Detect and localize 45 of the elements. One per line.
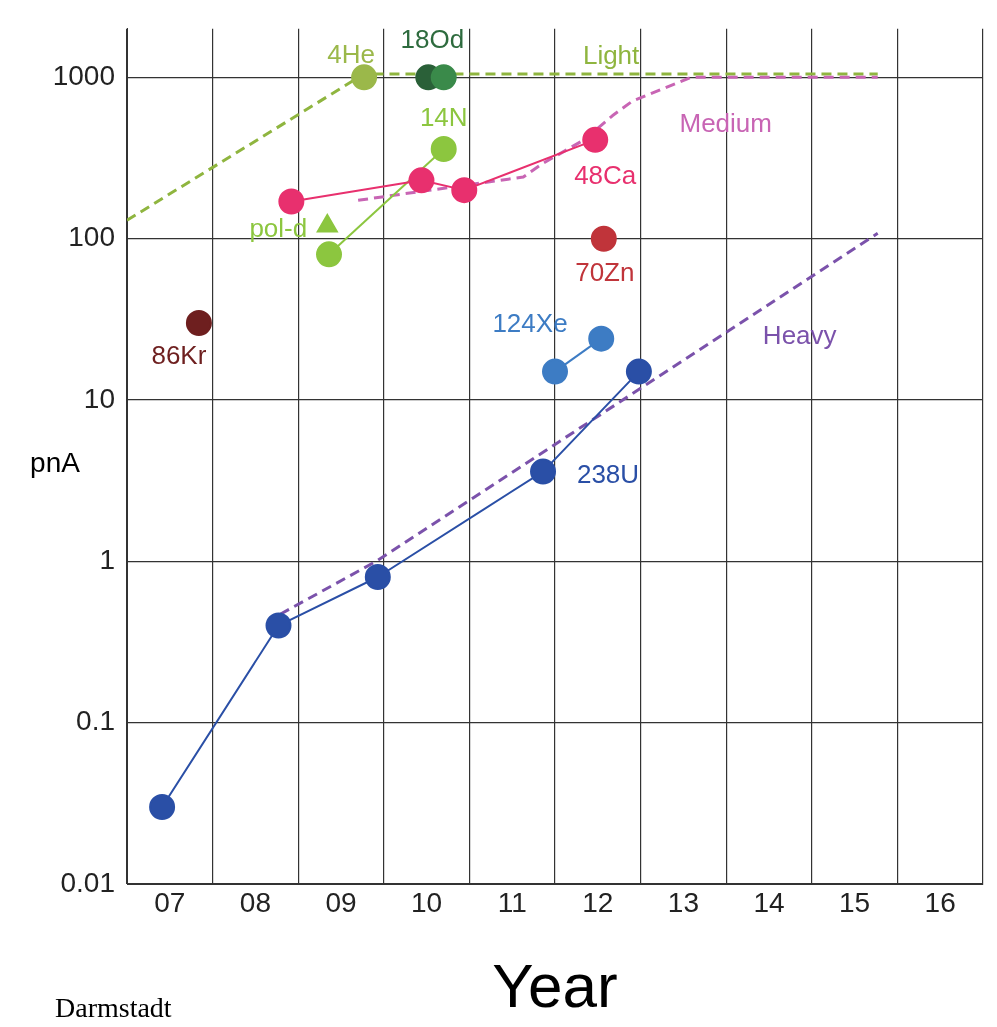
y-tick-label: 0.01 (60, 866, 115, 898)
point (430, 135, 457, 162)
point (582, 126, 609, 153)
point (588, 325, 615, 352)
series-label: 238U (576, 458, 640, 489)
line-series (356, 75, 880, 202)
y-tick-label: 10 (83, 382, 115, 414)
point (278, 188, 305, 215)
x-tick-label: 12 (582, 886, 614, 918)
x-tick-label: 13 (667, 886, 699, 918)
series-label: 4He (327, 38, 375, 69)
series-label: 86Kr (151, 340, 207, 371)
y-tick-label: 1000 (52, 60, 115, 92)
y-tick-label: 100 (68, 221, 115, 253)
y-axis-title: pnA (30, 446, 81, 478)
point (351, 64, 378, 91)
x-tick-label: 07 (154, 886, 186, 918)
x-tick-label: 11 (497, 886, 527, 918)
x-tick-label: 08 (239, 886, 271, 918)
x-tick-label: 14 (753, 886, 785, 918)
y-tick-label: 0.1 (76, 705, 115, 737)
point (149, 794, 176, 821)
point (625, 358, 652, 385)
point (590, 225, 617, 252)
point (430, 64, 457, 91)
point (185, 310, 212, 337)
point (408, 167, 435, 194)
point (364, 563, 391, 590)
point (451, 177, 478, 204)
x-tick-label: 09 (325, 886, 357, 918)
x-tick-label: 10 (411, 886, 443, 918)
point (530, 458, 557, 485)
text: Darmstadt (55, 992, 172, 1024)
x-tick-label: 15 (839, 886, 871, 918)
series-label: Light (582, 40, 641, 71)
y-tick-label: 1 (99, 544, 115, 576)
series-label: 48Ca (574, 160, 637, 190)
point (316, 241, 343, 268)
series-label: 18Od (400, 23, 465, 54)
point (265, 612, 292, 639)
series-label: 70Zn (575, 256, 635, 287)
point (542, 358, 568, 385)
series-label: 14N (419, 102, 468, 133)
x-tick-label: 16 (924, 886, 956, 918)
x-axis-title: Year (492, 950, 618, 1020)
